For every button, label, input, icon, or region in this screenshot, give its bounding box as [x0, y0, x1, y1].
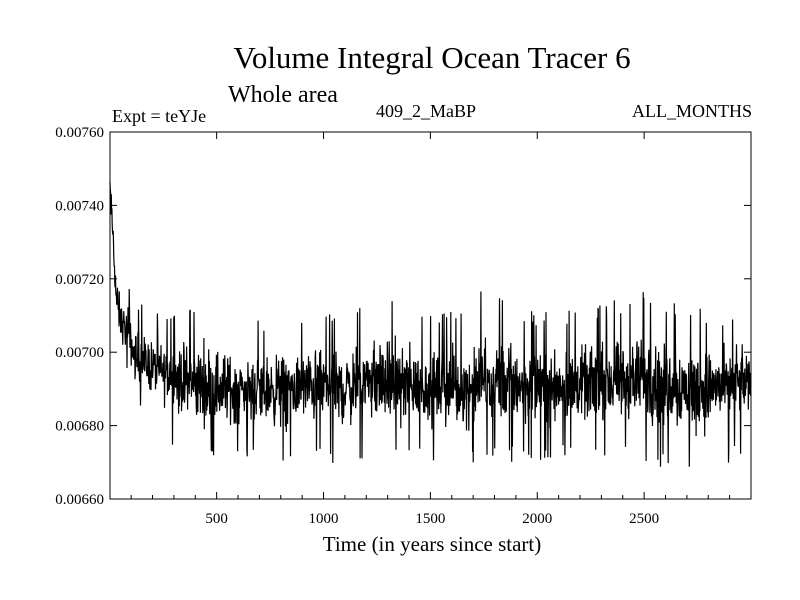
- y-tick-label: 0.00740: [55, 198, 104, 214]
- x-tick-label: 500: [205, 511, 228, 527]
- x-tick-label: 2500: [629, 511, 659, 527]
- y-tick-label: 0.00680: [55, 419, 104, 435]
- plot-frame: [109, 131, 752, 500]
- y-tick-label: 0.00700: [55, 345, 104, 361]
- x-tick-label: 1500: [415, 511, 445, 527]
- chart-title: Volume Integral Ocean Tracer 6: [233, 40, 631, 75]
- months-label: ALL_MONTHS: [632, 101, 752, 121]
- y-tick-label: 0.00760: [55, 125, 104, 141]
- y-tick-label: 0.00660: [55, 492, 104, 508]
- run-label: 409_2_MaBP: [376, 101, 477, 121]
- series-line: [109, 182, 752, 467]
- chart-subtitle: Whole area: [228, 82, 338, 108]
- y-tick-label: 0.00720: [55, 272, 104, 288]
- x-tick-label: 2000: [522, 511, 552, 527]
- experiment-label: Expt = teYJe: [112, 106, 207, 126]
- x-axis-label: Time (in years since start): [322, 532, 542, 556]
- x-tick-label: 1000: [309, 511, 339, 527]
